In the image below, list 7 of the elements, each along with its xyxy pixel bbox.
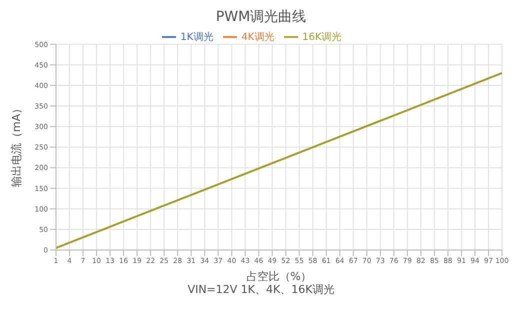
legend-label: 16K调光: [302, 32, 342, 43]
chart-title: PWM调光曲线: [214, 8, 308, 26]
y-axis-title: 输出电流（mA）: [10, 102, 23, 188]
legend-label: 1K调光: [180, 32, 214, 43]
x-axis-title: 占空比（%）: [246, 270, 312, 283]
text: VIN=12V 1K、4K、16K调光: [186, 282, 336, 297]
legend-label: 4K调光: [241, 32, 274, 43]
